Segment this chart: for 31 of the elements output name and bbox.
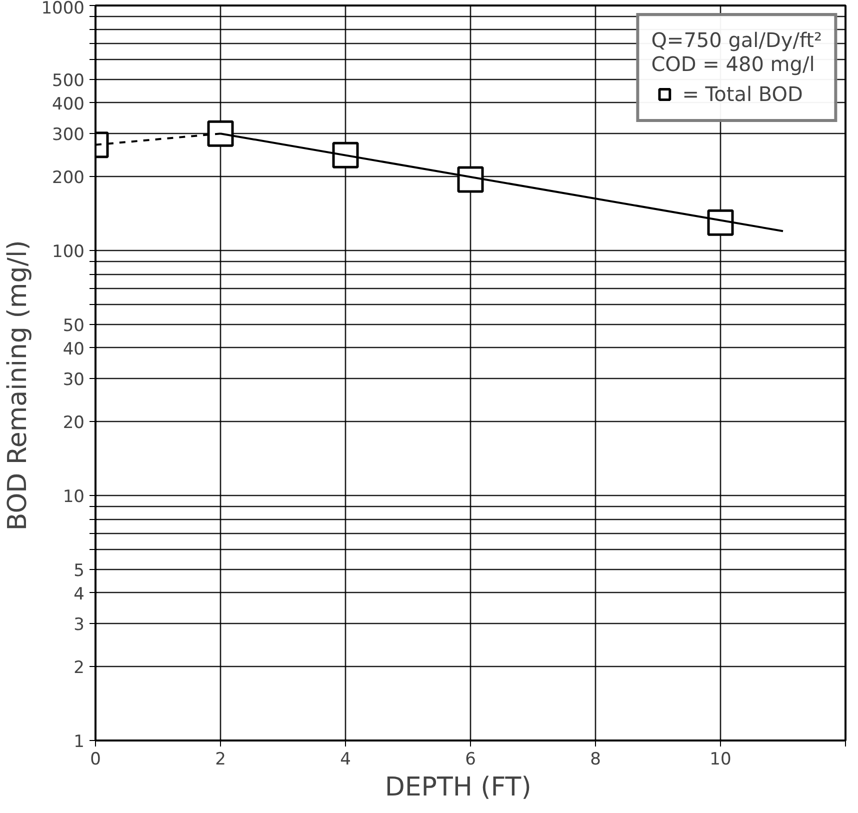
x-axis-title: DEPTH (FT) <box>384 772 532 802</box>
point <box>457 166 484 193</box>
x-tick-label: 2 <box>215 750 226 770</box>
legend-label: = Total BOD <box>682 82 803 106</box>
y-tick-label: 500 <box>52 70 85 91</box>
y-tick-label: 50 <box>62 316 85 336</box>
y-tick-label: 200 <box>52 168 85 188</box>
y-tick-label: 40 <box>62 339 85 360</box>
annotation: COD = 480 mg/l <box>651 52 815 76</box>
y-tick-label: 1000 <box>41 0 84 18</box>
x-tick-label: 0 <box>90 750 101 770</box>
y-tick-label: 20 <box>62 413 85 434</box>
y-tick-label: 2 <box>74 658 85 678</box>
x-tick-label: 10 <box>710 750 732 770</box>
y-tick-label: 4 <box>74 584 85 604</box>
y-tick-label: 100 <box>52 242 85 262</box>
point <box>207 120 234 147</box>
y-tick-label: 400 <box>52 94 85 114</box>
y-tick-label: 1 <box>74 732 85 752</box>
point <box>332 142 359 168</box>
y-tick-label: 10 <box>62 487 85 507</box>
x-tick-label: 6 <box>465 750 476 770</box>
y-tick-label: 30 <box>62 370 85 390</box>
x-tick-label: 8 <box>590 750 601 770</box>
annotation: Q=750 gal/Dy/ft² <box>651 28 822 52</box>
y-axis-title: BOD Remaining (mg/l) <box>3 240 34 531</box>
y-tick-label: 3 <box>74 615 85 636</box>
point <box>707 209 734 236</box>
y-tick-label: 5 <box>74 560 85 581</box>
x-tick-label: 4 <box>340 750 351 770</box>
y-tick-label: 300 <box>52 125 85 146</box>
